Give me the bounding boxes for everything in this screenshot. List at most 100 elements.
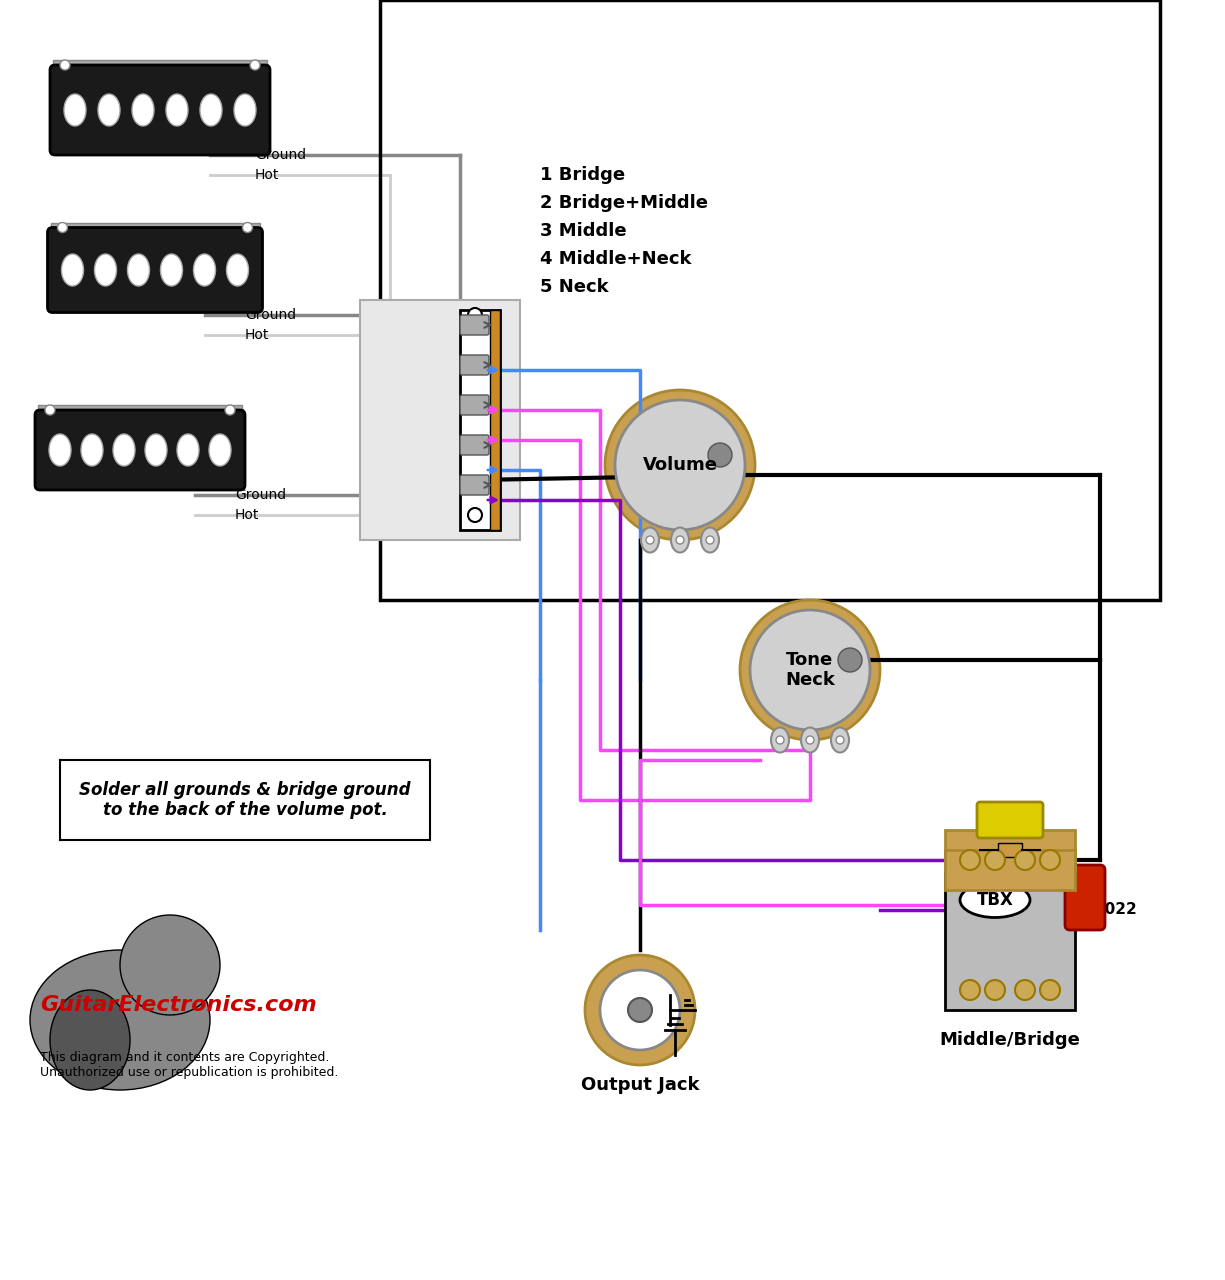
Circle shape	[58, 223, 67, 233]
Ellipse shape	[81, 434, 103, 466]
Circle shape	[740, 600, 880, 740]
Text: Middle/Bridge: Middle/Bridge	[940, 1030, 1080, 1050]
Text: Solder all grounds & bridge ground
to the back of the volume pot.: Solder all grounds & bridge ground to th…	[80, 781, 410, 819]
Ellipse shape	[167, 93, 187, 125]
Text: Hot: Hot	[235, 508, 260, 522]
Circle shape	[586, 955, 695, 1065]
Ellipse shape	[132, 93, 154, 125]
Ellipse shape	[49, 434, 71, 466]
Text: Hot: Hot	[255, 168, 279, 182]
Circle shape	[600, 970, 680, 1050]
Circle shape	[1016, 850, 1035, 870]
Text: 3 Middle: 3 Middle	[540, 221, 627, 241]
Circle shape	[708, 443, 733, 467]
Circle shape	[60, 60, 70, 70]
Ellipse shape	[701, 527, 719, 553]
Bar	[944, 850, 1076, 1010]
Text: Tone
Neck: Tone Neck	[785, 650, 835, 690]
Text: 4 Middle+Neck: 4 Middle+Neck	[540, 250, 691, 268]
Ellipse shape	[831, 727, 849, 753]
Ellipse shape	[200, 93, 222, 125]
FancyBboxPatch shape	[36, 410, 245, 490]
Ellipse shape	[641, 527, 659, 553]
FancyBboxPatch shape	[461, 435, 489, 454]
Circle shape	[706, 536, 714, 544]
Text: GuitarElectronics.com: GuitarElectronics.com	[40, 995, 316, 1015]
FancyBboxPatch shape	[461, 315, 489, 335]
Ellipse shape	[771, 727, 789, 753]
Circle shape	[960, 850, 980, 870]
Ellipse shape	[960, 882, 1030, 918]
Ellipse shape	[98, 93, 120, 125]
Ellipse shape	[113, 434, 135, 466]
Bar	[980, 840, 1040, 860]
Circle shape	[225, 404, 235, 415]
Text: 1 Bridge: 1 Bridge	[540, 166, 625, 184]
Ellipse shape	[94, 253, 116, 285]
Circle shape	[750, 611, 870, 730]
Circle shape	[676, 536, 684, 544]
Circle shape	[1040, 850, 1060, 870]
Bar	[380, 0, 1160, 600]
Ellipse shape	[29, 950, 209, 1091]
Text: 5 Neck: 5 Neck	[540, 278, 609, 296]
Ellipse shape	[160, 253, 183, 285]
Ellipse shape	[64, 93, 86, 125]
Ellipse shape	[234, 93, 256, 125]
Bar	[360, 300, 519, 540]
Ellipse shape	[50, 989, 130, 1091]
Circle shape	[646, 536, 654, 544]
Circle shape	[468, 308, 481, 323]
Bar	[53, 60, 267, 78]
Text: Ground: Ground	[255, 148, 306, 163]
Circle shape	[605, 390, 755, 540]
FancyBboxPatch shape	[978, 803, 1042, 838]
Circle shape	[615, 399, 745, 530]
FancyBboxPatch shape	[1065, 865, 1105, 931]
Circle shape	[838, 648, 862, 672]
Text: TBX: TBX	[976, 891, 1013, 909]
Circle shape	[1040, 980, 1060, 1000]
Circle shape	[835, 736, 844, 744]
Text: Output Jack: Output Jack	[581, 1076, 699, 1094]
FancyBboxPatch shape	[461, 355, 489, 375]
Circle shape	[775, 736, 784, 744]
FancyBboxPatch shape	[461, 475, 489, 495]
FancyBboxPatch shape	[461, 396, 489, 415]
Ellipse shape	[209, 434, 232, 466]
Bar	[60, 760, 430, 840]
Text: .022: .022	[1100, 902, 1138, 918]
Bar	[50, 223, 260, 241]
Text: Volume: Volume	[642, 456, 718, 474]
Ellipse shape	[671, 527, 688, 553]
Ellipse shape	[176, 434, 198, 466]
Text: 82K Ohm: 82K Ohm	[978, 813, 1042, 827]
Ellipse shape	[61, 253, 83, 285]
FancyBboxPatch shape	[48, 228, 262, 312]
Ellipse shape	[801, 727, 820, 753]
Circle shape	[45, 404, 55, 415]
Ellipse shape	[145, 434, 167, 466]
FancyBboxPatch shape	[50, 65, 270, 155]
Circle shape	[628, 998, 652, 1021]
Circle shape	[468, 508, 481, 522]
Bar	[490, 310, 500, 530]
Text: Ground: Ground	[245, 308, 296, 323]
Text: Ground: Ground	[235, 488, 287, 502]
Ellipse shape	[227, 253, 249, 285]
Bar	[944, 850, 1076, 890]
Ellipse shape	[194, 253, 216, 285]
Bar	[998, 844, 1022, 858]
Ellipse shape	[127, 253, 149, 285]
Circle shape	[243, 223, 252, 233]
Circle shape	[120, 915, 220, 1015]
Circle shape	[250, 60, 260, 70]
Circle shape	[985, 980, 1004, 1000]
Text: This diagram and it contents are Copyrighted.
Unauthorized use or republication : This diagram and it contents are Copyrig…	[40, 1051, 338, 1079]
Bar	[461, 310, 500, 530]
Bar	[38, 404, 243, 422]
Text: 2 Bridge+Middle: 2 Bridge+Middle	[540, 195, 708, 212]
Circle shape	[960, 980, 980, 1000]
Bar	[944, 829, 1076, 870]
Circle shape	[985, 850, 1004, 870]
